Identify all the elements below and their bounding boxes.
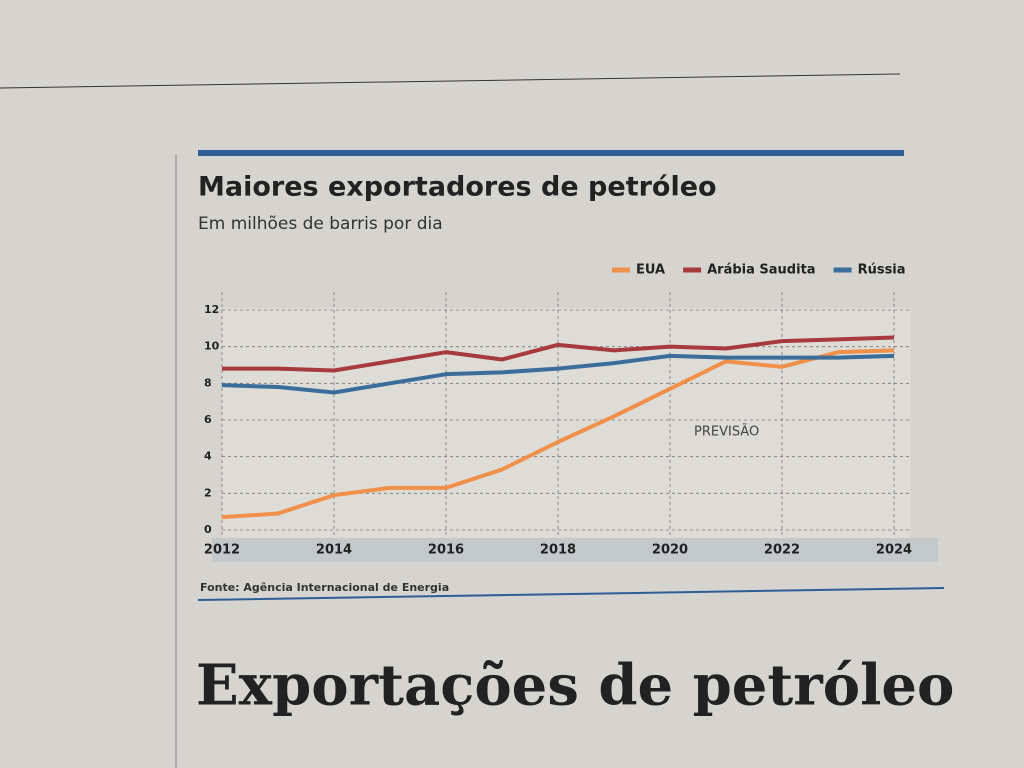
x-tick-label: 2018	[540, 543, 576, 558]
legend-label: Arábia Saudita	[707, 263, 815, 278]
x-tick-label: 2012	[204, 543, 240, 558]
headline: Exportações de petróleo	[196, 653, 954, 719]
x-tick-label: 2016	[428, 543, 464, 558]
x-tick-label: 2014	[316, 543, 352, 558]
x-tick-label: 2022	[764, 543, 800, 558]
top-bar	[198, 150, 904, 156]
y-tick-label: 2	[204, 486, 212, 499]
chart-title: Maiores exportadores de petróleo	[198, 172, 717, 203]
y-tick-label: 12	[204, 303, 219, 316]
legend-label: EUA	[636, 263, 665, 278]
y-tick-label: 0	[204, 523, 212, 536]
bottom-rule	[197, 587, 945, 601]
x-tick-label: 2020	[652, 543, 688, 558]
series-line	[221, 353, 895, 395]
chart-subtitle: Em milhões de barris por dia	[198, 214, 443, 234]
x-tick-label: 2024	[876, 543, 912, 558]
y-tick-label: 10	[204, 340, 220, 353]
series-line	[221, 348, 895, 520]
rule	[0, 73, 901, 89]
y-tick-label: 8	[204, 376, 212, 389]
series-line	[222, 335, 895, 373]
y-tick-label: 6	[204, 413, 212, 426]
source: Fonte: Agência Internacional de Energia	[200, 581, 449, 594]
y-tick-label: 4	[204, 450, 212, 463]
legend-label: Rússia	[858, 263, 906, 278]
plot-area	[222, 308, 910, 540]
x-axis-strip	[212, 538, 938, 562]
annotation: PREVISÃO	[694, 424, 759, 440]
